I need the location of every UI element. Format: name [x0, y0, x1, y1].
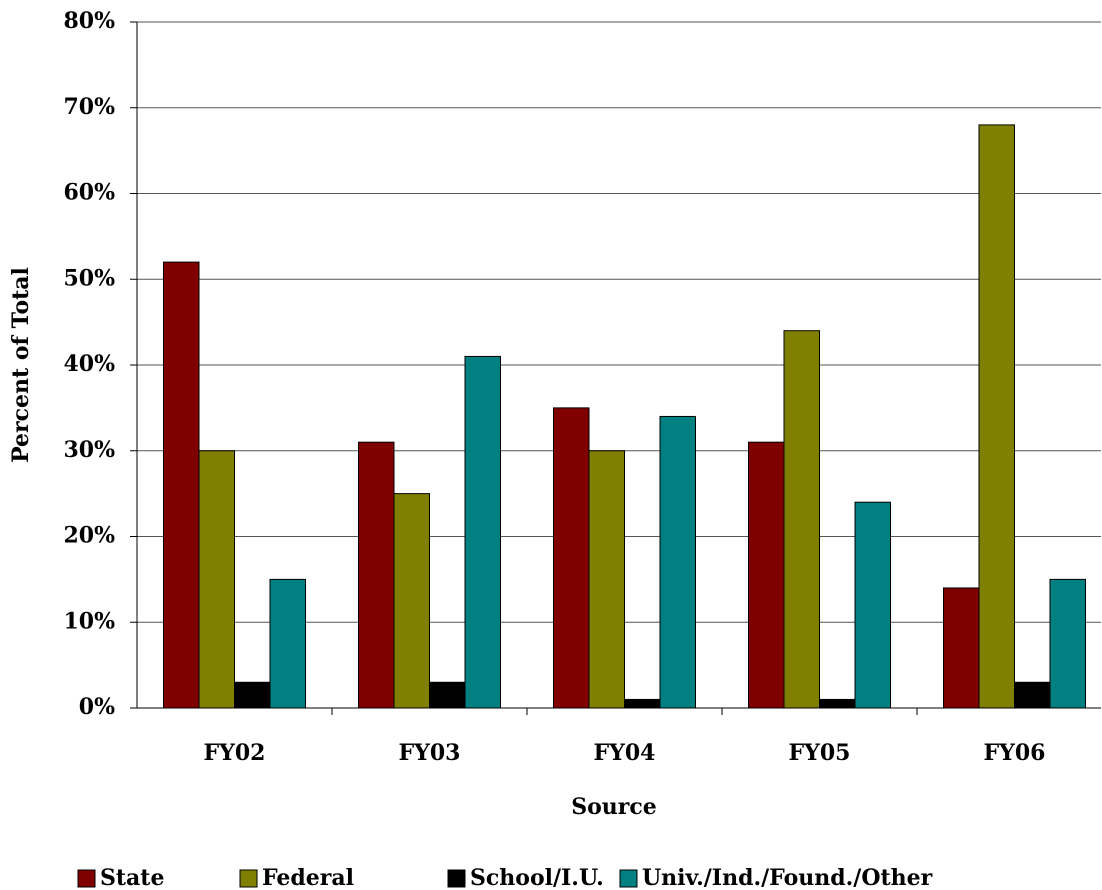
bar [854, 501, 891, 709]
bar [553, 407, 590, 709]
bar [1014, 681, 1051, 709]
x-tick-label: FY04 [594, 740, 656, 766]
bar [748, 441, 785, 709]
bar [943, 587, 980, 709]
bar [358, 441, 395, 709]
y-tick-label: 40% [63, 351, 115, 377]
bar [659, 415, 696, 709]
bar [1049, 578, 1086, 709]
bar [393, 493, 430, 709]
legend-label: State [100, 865, 164, 890]
y-tick-label: 0% [79, 694, 115, 720]
bar [624, 698, 661, 709]
y-tick-label: 30% [63, 437, 115, 463]
legend-swatch [447, 869, 466, 888]
x-tick-label: FY02 [204, 740, 266, 766]
y-tick-label: 80% [63, 8, 115, 34]
legend-swatch [239, 869, 258, 888]
y-axis-label: Percent of Total [8, 267, 34, 463]
bar [234, 681, 271, 709]
x-tick-label: FY03 [399, 740, 461, 766]
bar [269, 578, 306, 709]
y-tick-label: 60% [63, 180, 115, 206]
bar [588, 450, 625, 709]
legend-label: Univ./Ind./Found./Other [642, 865, 933, 890]
x-axis-label: Source [571, 794, 657, 820]
y-tick-label: 70% [63, 94, 115, 120]
bar [198, 450, 235, 709]
y-tick-label: 50% [63, 265, 115, 291]
bar [978, 124, 1015, 709]
bar [819, 698, 856, 709]
legend-label: Federal [262, 865, 354, 890]
bar [163, 261, 200, 709]
bar [429, 681, 466, 709]
x-tick-label: FY05 [789, 740, 851, 766]
bar [464, 355, 501, 709]
y-tick-label: 20% [63, 523, 115, 549]
legend-swatch [77, 869, 96, 888]
legend-swatch [619, 869, 638, 888]
y-tick-label: 10% [63, 608, 115, 634]
x-tick-label: FY06 [984, 740, 1046, 766]
legend-label: School/I.U. [470, 865, 604, 890]
bar [783, 330, 820, 709]
